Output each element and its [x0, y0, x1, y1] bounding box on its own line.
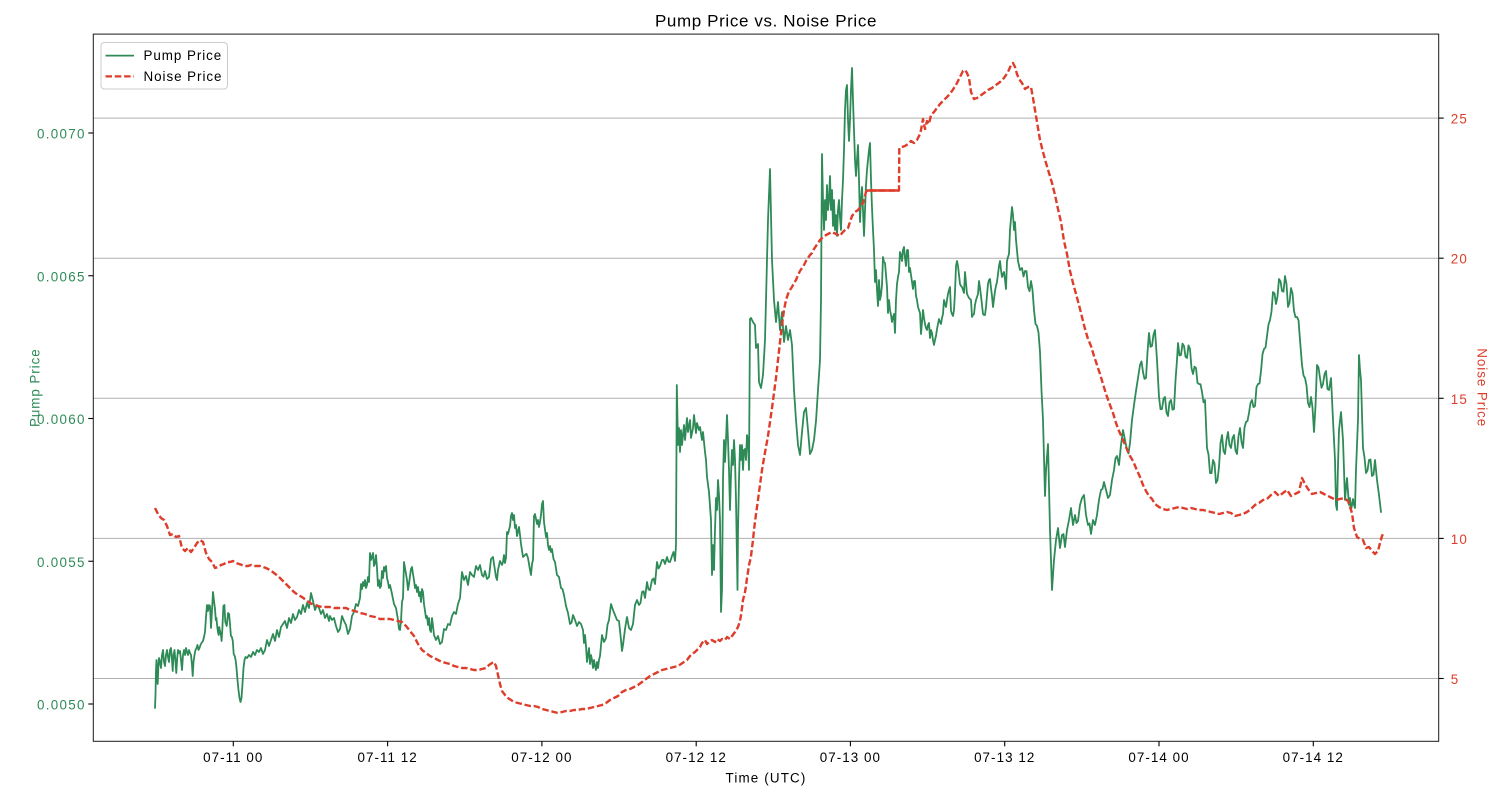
svg-text:20: 20: [1451, 252, 1469, 267]
svg-text:0.0050: 0.0050: [37, 698, 86, 713]
svg-text:07-13 12: 07-13 12: [974, 750, 1035, 765]
svg-text:07-11 00: 07-11 00: [203, 750, 263, 765]
svg-text:0.0055: 0.0055: [37, 555, 86, 570]
svg-text:Noise Price: Noise Price: [1475, 348, 1490, 427]
svg-text:Pump Price: Pump Price: [144, 48, 223, 63]
svg-text:07-12 00: 07-12 00: [511, 750, 572, 765]
svg-text:07-12 12: 07-12 12: [666, 750, 727, 765]
svg-text:07-11 12: 07-11 12: [357, 750, 417, 765]
svg-text:25: 25: [1451, 112, 1469, 127]
svg-text:Pump Price: Pump Price: [28, 348, 43, 427]
svg-text:0.0060: 0.0060: [37, 412, 86, 427]
svg-text:0.0070: 0.0070: [37, 127, 86, 142]
svg-text:10: 10: [1451, 532, 1469, 547]
svg-text:15: 15: [1451, 392, 1469, 407]
svg-text:5: 5: [1451, 672, 1460, 687]
svg-text:Noise Price: Noise Price: [144, 69, 223, 84]
svg-text:Pump Price vs. Noise Price: Pump Price vs. Noise Price: [655, 12, 877, 31]
svg-text:0.0065: 0.0065: [37, 269, 86, 284]
svg-text:Time (UTC): Time (UTC): [726, 771, 807, 786]
svg-text:07-14 00: 07-14 00: [1128, 750, 1189, 765]
svg-text:07-14 12: 07-14 12: [1283, 750, 1344, 765]
svg-text:07-13 00: 07-13 00: [820, 750, 881, 765]
